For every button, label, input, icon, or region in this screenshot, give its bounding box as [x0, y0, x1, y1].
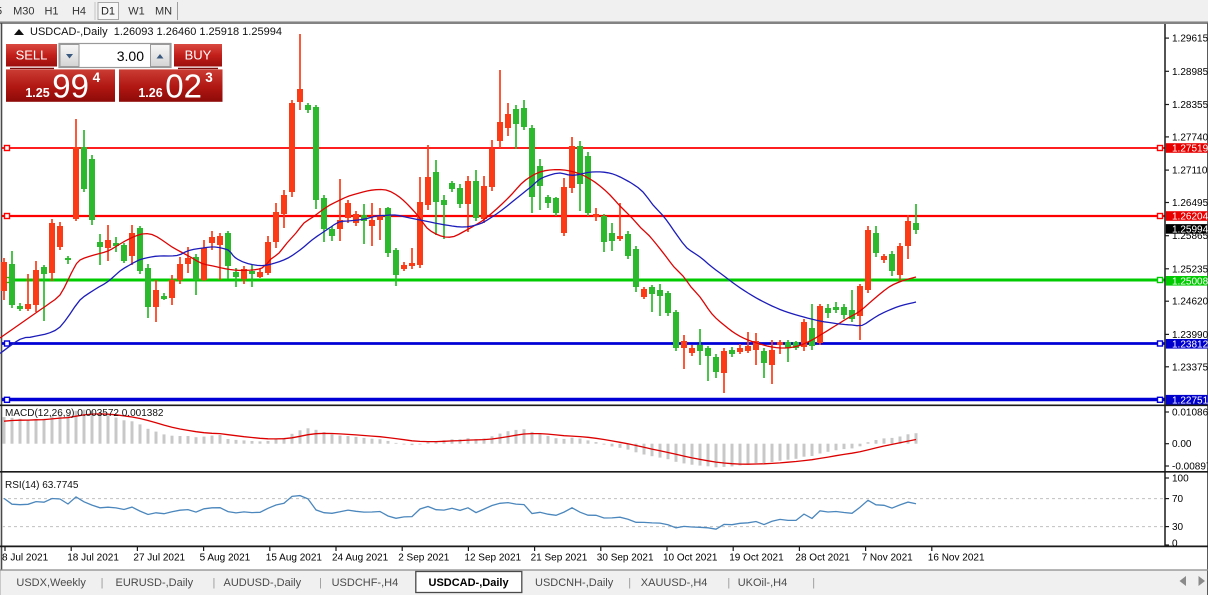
svg-text:0.00: 0.00	[1172, 439, 1192, 450]
svg-text:SELL: SELL	[16, 48, 48, 63]
svg-text:3.00: 3.00	[117, 48, 144, 64]
svg-text:RSI(14) 63.7745: RSI(14) 63.7745	[5, 480, 79, 491]
svg-text:1.25: 1.25	[25, 86, 49, 100]
svg-text:28 Oct 2021: 28 Oct 2021	[795, 553, 850, 564]
svg-text:D1: D1	[101, 6, 115, 18]
svg-text:1.26204: 1.26204	[1172, 212, 1208, 223]
svg-text:1.25235: 1.25235	[1172, 264, 1208, 275]
svg-text:0.010869: 0.010869	[1172, 408, 1208, 419]
svg-text:1.23990: 1.23990	[1172, 330, 1208, 341]
svg-text:1.25008: 1.25008	[1172, 276, 1208, 287]
svg-text:-0.008974: -0.008974	[1172, 462, 1208, 473]
svg-text:UKOil-,H4: UKOil-,H4	[738, 577, 788, 589]
svg-text:0: 0	[1172, 539, 1178, 550]
svg-text:1.26495: 1.26495	[1172, 198, 1208, 209]
svg-text:1.28355: 1.28355	[1172, 100, 1208, 111]
svg-text:1.28985: 1.28985	[1172, 67, 1208, 78]
svg-text:2 Sep 2021: 2 Sep 2021	[398, 553, 450, 564]
svg-text:1.23375: 1.23375	[1172, 362, 1208, 373]
svg-text:|: |	[812, 577, 815, 589]
svg-text:M30: M30	[13, 6, 34, 18]
svg-text:USDX,Weekly: USDX,Weekly	[16, 577, 86, 589]
svg-text:19 Oct 2021: 19 Oct 2021	[729, 553, 784, 564]
svg-text:1.27110: 1.27110	[1172, 166, 1208, 177]
svg-text:AUDUSD-,Daily: AUDUSD-,Daily	[224, 577, 302, 589]
svg-text:5 Aug 2021: 5 Aug 2021	[200, 553, 251, 564]
svg-text:100: 100	[1172, 474, 1189, 485]
svg-text:8 Jul 2021: 8 Jul 2021	[2, 553, 49, 564]
svg-text:30 Sep 2021: 30 Sep 2021	[597, 553, 654, 564]
svg-text:1.27740: 1.27740	[1172, 132, 1208, 143]
svg-text:99: 99	[52, 67, 89, 104]
svg-text:1.26: 1.26	[138, 86, 162, 100]
svg-text:30: 30	[1172, 522, 1184, 533]
svg-text:1.25865: 1.25865	[1172, 231, 1208, 242]
svg-text:USDCHF-,H4: USDCHF-,H4	[332, 577, 399, 589]
svg-text:12 Sep 2021: 12 Sep 2021	[464, 553, 521, 564]
svg-text:W1: W1	[128, 6, 145, 18]
svg-text:1.23812: 1.23812	[1172, 339, 1208, 350]
svg-text:4: 4	[93, 70, 101, 85]
svg-text:15 Aug 2021: 15 Aug 2021	[266, 553, 323, 564]
svg-text:21 Sep 2021: 21 Sep 2021	[531, 553, 588, 564]
svg-text:XAUUSD-,H4: XAUUSD-,H4	[641, 577, 708, 589]
svg-text:|: |	[727, 577, 730, 589]
svg-text:USDCAD-,Daily 1.26093 1.26460: USDCAD-,Daily 1.26093 1.26460 1.25918 1.…	[30, 26, 282, 38]
svg-text:5: 5	[0, 6, 2, 18]
svg-text:02: 02	[165, 67, 202, 104]
svg-text:16 Nov 2021: 16 Nov 2021	[928, 553, 985, 564]
svg-text:7 Nov 2021: 7 Nov 2021	[862, 553, 914, 564]
svg-text:|: |	[212, 577, 215, 589]
svg-text:H1: H1	[44, 6, 58, 18]
svg-text:EURUSD-,Daily: EURUSD-,Daily	[116, 577, 194, 589]
svg-text:|: |	[101, 577, 104, 589]
svg-text:1.29615: 1.29615	[1172, 34, 1208, 45]
svg-text:1.25994: 1.25994	[1172, 225, 1208, 236]
svg-text:1.27519: 1.27519	[1172, 144, 1208, 155]
svg-text:|: |	[628, 577, 631, 589]
svg-text:MACD(12,26,9) 0.003572 0.00138: MACD(12,26,9) 0.003572 0.001382	[5, 408, 164, 419]
svg-text:MN: MN	[155, 6, 172, 18]
svg-text:|: |	[319, 577, 322, 589]
svg-text:18 Jul 2021: 18 Jul 2021	[67, 553, 119, 564]
svg-text:USDCNH-,Daily: USDCNH-,Daily	[535, 577, 614, 589]
svg-text:10 Oct 2021: 10 Oct 2021	[663, 553, 718, 564]
svg-text:70: 70	[1172, 494, 1184, 505]
svg-text:27 Jul 2021: 27 Jul 2021	[133, 553, 185, 564]
svg-text:H4: H4	[72, 6, 86, 18]
svg-text:24 Aug 2021: 24 Aug 2021	[332, 553, 389, 564]
svg-text:1.24620: 1.24620	[1172, 297, 1208, 308]
svg-text:BUY: BUY	[185, 48, 212, 63]
svg-text:USDCAD-,Daily: USDCAD-,Daily	[429, 577, 510, 589]
svg-text:1.22751: 1.22751	[1172, 395, 1208, 406]
svg-text:3: 3	[205, 70, 213, 85]
